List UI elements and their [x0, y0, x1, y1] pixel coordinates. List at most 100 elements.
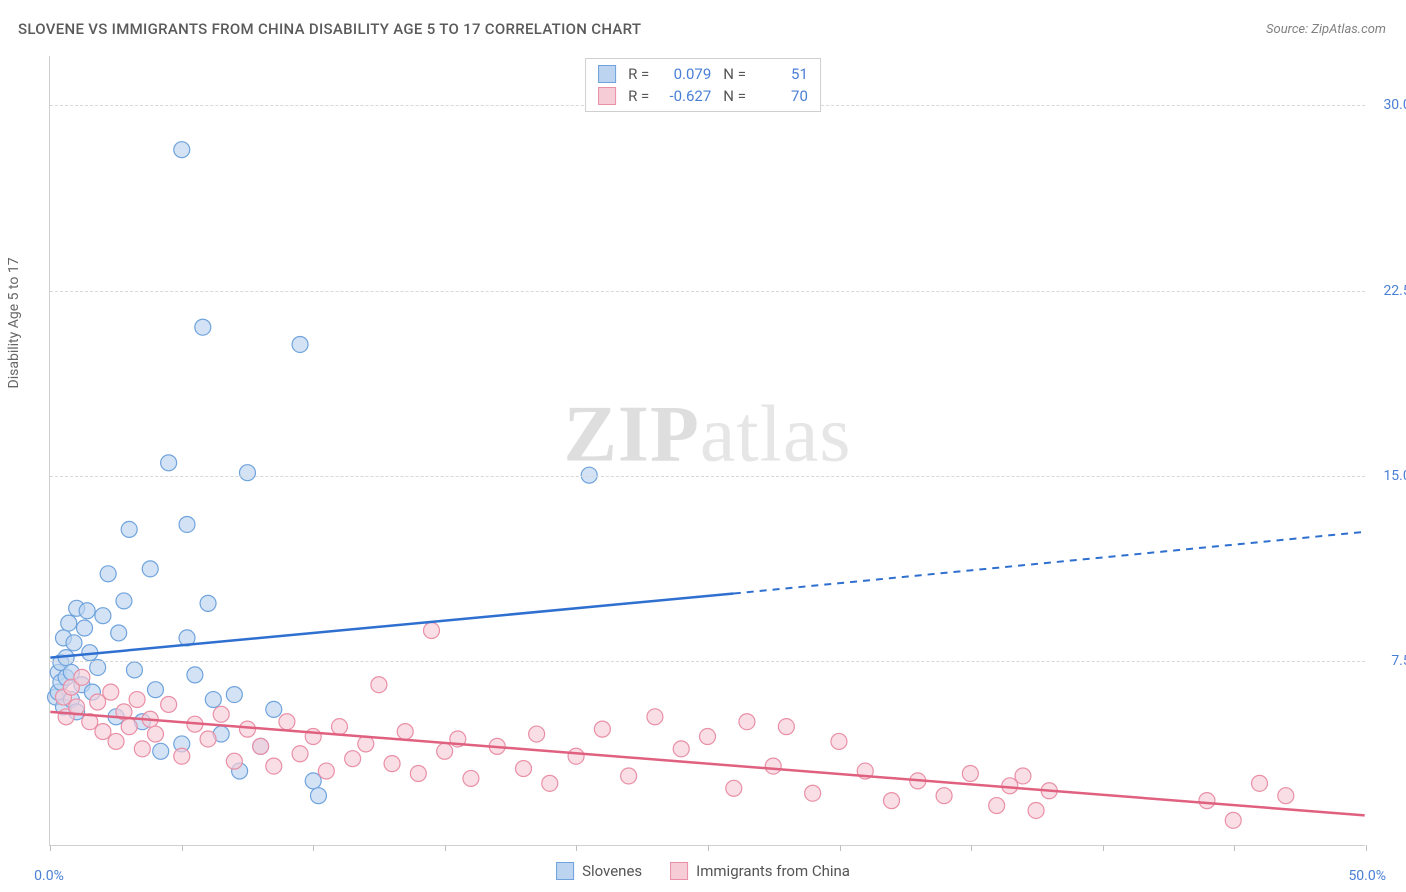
data-point	[100, 566, 116, 582]
data-point	[529, 726, 545, 742]
data-point	[765, 758, 781, 774]
data-point	[292, 746, 308, 762]
chart-title: SLOVENE VS IMMIGRANTS FROM CHINA DISABIL…	[18, 20, 641, 38]
regression-line-extrapolated	[734, 532, 1365, 594]
data-point	[126, 662, 142, 678]
n-value-china: 70	[754, 87, 808, 105]
x-tick	[576, 845, 577, 851]
regression-line	[50, 594, 733, 658]
data-point	[153, 743, 169, 759]
data-point	[108, 733, 124, 749]
data-point	[205, 692, 221, 708]
n-label: N =	[723, 65, 746, 83]
source-attribution: Source: ZipAtlas.com	[1266, 22, 1386, 37]
x-tick	[50, 845, 51, 851]
data-point	[594, 721, 610, 737]
data-point	[187, 667, 203, 683]
swatch-slovenes	[598, 65, 616, 83]
data-point	[345, 751, 361, 767]
data-point	[147, 726, 163, 742]
legend-item-slovenes: Slovenes	[556, 862, 642, 880]
data-point	[66, 635, 82, 651]
data-point	[111, 625, 127, 641]
legend-item-china: Immigrants from China	[670, 862, 850, 880]
data-point	[700, 729, 716, 745]
data-point	[253, 738, 269, 754]
swatch-slovenes	[556, 862, 574, 880]
legend-label-china: Immigrants from China	[696, 862, 850, 880]
data-point	[516, 761, 532, 777]
data-point	[331, 719, 347, 735]
data-point	[305, 773, 321, 789]
data-point	[95, 608, 111, 624]
swatch-china	[670, 862, 688, 880]
data-point	[142, 561, 158, 577]
stats-row-slovenes: R = 0.079 N = 51	[598, 63, 808, 85]
gridline-h	[50, 291, 1365, 292]
data-point	[266, 701, 282, 717]
data-point	[147, 682, 163, 698]
x-tick	[182, 845, 183, 851]
data-point	[778, 719, 794, 735]
data-point	[174, 142, 190, 158]
x-tick	[708, 845, 709, 851]
gridline-h	[50, 476, 1365, 477]
correlation-stats-box: R = 0.079 N = 51 R = -0.627 N = 70	[585, 58, 821, 112]
r-label: R =	[628, 65, 649, 83]
r-value-china: -0.627	[657, 87, 711, 105]
data-point	[1278, 788, 1294, 804]
y-axis-title: Disability Age 5 to 17	[6, 257, 22, 388]
data-point	[568, 748, 584, 764]
x-tick	[840, 845, 841, 851]
data-point	[121, 719, 137, 735]
data-point	[1199, 793, 1215, 809]
data-point	[989, 798, 1005, 814]
data-point	[423, 623, 439, 639]
data-point	[179, 516, 195, 532]
regression-line	[50, 712, 1364, 816]
x-tick	[1103, 845, 1104, 851]
data-point	[61, 615, 77, 631]
x-tick	[313, 845, 314, 851]
data-point	[103, 684, 119, 700]
chart-canvas	[50, 56, 1365, 845]
plot-area: ZIPatlas 7.5%15.0%22.5%30.0%	[49, 56, 1365, 846]
legend-bottom: Slovenes Immigrants from China	[556, 862, 850, 880]
gridline-h	[50, 661, 1365, 662]
data-point	[647, 709, 663, 725]
n-label: N =	[723, 87, 746, 105]
data-point	[371, 677, 387, 693]
data-point	[200, 731, 216, 747]
data-point	[279, 714, 295, 730]
data-point	[226, 687, 242, 703]
data-point	[200, 595, 216, 611]
data-point	[121, 521, 137, 537]
data-point	[384, 756, 400, 772]
data-point	[739, 714, 755, 730]
data-point	[463, 770, 479, 786]
y-tick-label: 7.5%	[1391, 653, 1406, 669]
data-point	[239, 721, 255, 737]
y-tick-label: 15.0%	[1383, 468, 1406, 484]
data-point	[884, 793, 900, 809]
data-point	[79, 603, 95, 619]
data-point	[195, 319, 211, 335]
data-point	[1028, 802, 1044, 818]
data-point	[410, 766, 426, 782]
data-point	[161, 455, 177, 471]
data-point	[95, 724, 111, 740]
data-point	[134, 741, 150, 757]
r-label: R =	[628, 87, 649, 105]
data-point	[1225, 812, 1241, 828]
x-tick	[445, 845, 446, 851]
data-point	[90, 659, 106, 675]
data-point	[226, 753, 242, 769]
data-point	[936, 788, 952, 804]
data-point	[266, 758, 282, 774]
data-point	[542, 775, 558, 791]
data-point	[129, 692, 145, 708]
r-value-slovenes: 0.079	[657, 65, 711, 83]
data-point	[77, 620, 93, 636]
data-point	[1015, 768, 1031, 784]
data-point	[726, 780, 742, 796]
